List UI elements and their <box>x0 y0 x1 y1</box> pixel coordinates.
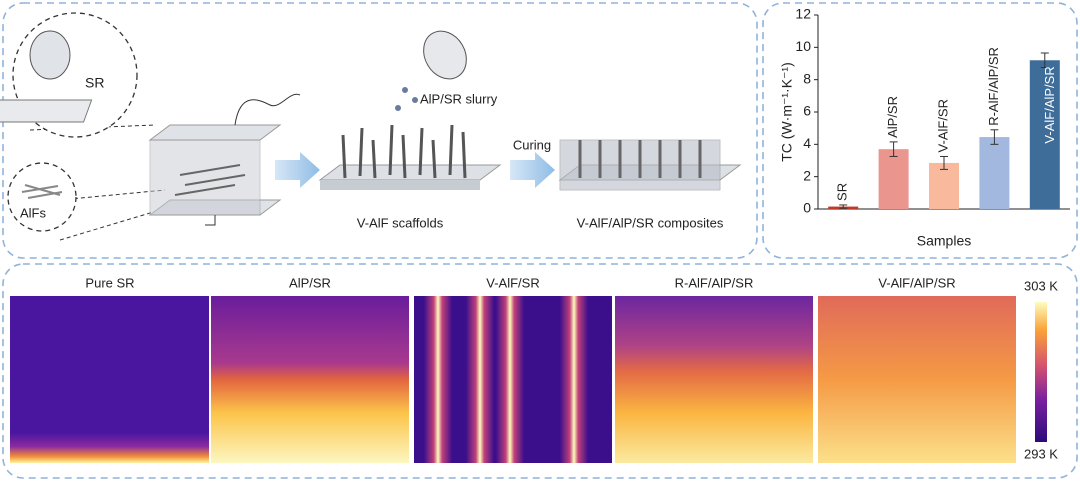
y-tick-label: 12 <box>795 6 811 22</box>
y-tick-label: 6 <box>803 103 811 119</box>
schematic-label: V-AlF scaffolds <box>357 215 444 230</box>
y-axis-label: TC (W·m⁻¹·K⁻¹) <box>779 62 795 162</box>
y-tick-label: 4 <box>803 135 811 151</box>
y-tick-label: 10 <box>795 38 811 54</box>
schematic-label: AlP/SR slurry <box>420 91 498 106</box>
chart-panel <box>762 2 1078 259</box>
schematic-panel <box>2 2 758 259</box>
bar <box>979 137 1010 209</box>
maps-panel <box>2 263 1078 479</box>
colorbar-label: 293 K <box>1024 446 1058 461</box>
category-label: V-AlF/AlP/SR <box>1042 66 1057 143</box>
bar <box>1029 60 1060 210</box>
schematic-label: V-AlF/AlP/SR composites <box>577 215 724 230</box>
x-axis-label: Samples <box>917 233 971 249</box>
schematic-label: AlFs <box>20 205 47 220</box>
bar <box>878 149 909 209</box>
map-title: V-AlF/SR <box>486 275 539 290</box>
category-label: AlP/SR <box>885 96 900 138</box>
map-title: V-AlF/AlP/SR <box>878 275 955 290</box>
category-label: R-AlF/AlP/SR <box>986 47 1001 126</box>
schematic-label: SR <box>85 75 104 91</box>
map-title: AlP/SR <box>289 275 331 290</box>
y-tick-label: 2 <box>803 167 811 183</box>
thermal-maps <box>10 296 1047 463</box>
colorbar-label: 303 K <box>1024 278 1058 293</box>
map-title: R-AlF/AlP/SR <box>675 275 754 290</box>
category-label: V-AlF/SR <box>935 99 950 152</box>
map-title: Pure SR <box>85 275 134 290</box>
category-label: SR <box>835 183 850 201</box>
y-tick-label: 0 <box>803 200 811 216</box>
schematic: SR AlFs AlP/SR slurry V-AlF scaffolds Cu… <box>0 12 742 241</box>
schematic-label: Curing <box>513 137 551 152</box>
y-tick-label: 8 <box>803 70 811 86</box>
bar <box>929 162 959 209</box>
